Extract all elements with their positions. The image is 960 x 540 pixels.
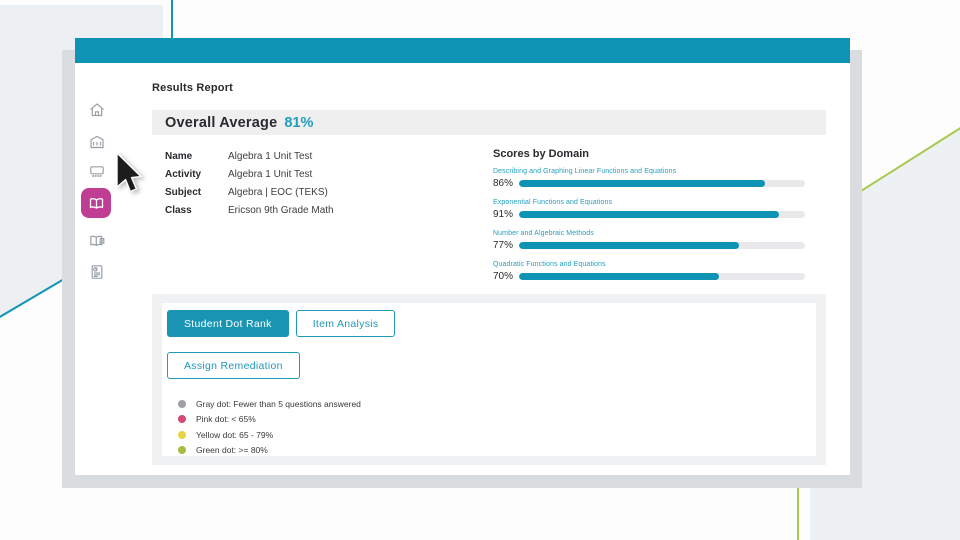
- button-row: Assign Remediation: [167, 352, 816, 379]
- domain-item: Exponential Functions and Equations 91%: [493, 199, 805, 220]
- overall-average-label: Overall Average: [165, 114, 278, 131]
- domain-bar-row: 77%: [493, 240, 805, 251]
- legend-dot-icon: [178, 399, 186, 408]
- actions-panel-inner: Student Dot Rank Item Analysis Assign Reme…: [162, 303, 816, 456]
- sidebar-item-reports[interactable]: [88, 263, 106, 281]
- domain-percent: 77%: [493, 240, 514, 251]
- domain-bar-track: [519, 180, 805, 187]
- legend-dot-icon: [178, 430, 186, 439]
- home-icon: [90, 103, 104, 117]
- domain-bar-fill: [519, 180, 765, 187]
- detail-value: Algebra | EOC (TEKS): [228, 186, 328, 198]
- domain-bar-track: [519, 242, 805, 249]
- detail-row: Activity Algebra 1 Unit Test: [165, 165, 334, 183]
- domain-percent: 70%: [493, 271, 514, 282]
- classroom-board-icon: [90, 166, 104, 177]
- detail-label: Class: [165, 204, 192, 216]
- domain-bar-row: 70%: [493, 271, 805, 282]
- domain-label: Exponential Functions and Equations: [493, 199, 613, 206]
- domain-percent: 86%: [493, 178, 514, 189]
- domain-item: Quadratic Functions and Equations 70%: [493, 261, 805, 282]
- domain-label: Describing and Graphing Linear Functions…: [493, 168, 677, 175]
- open-book-icon: [89, 197, 103, 209]
- legend-item-label: Gray dot: Fewer than 5 questions answere…: [196, 398, 361, 409]
- assign-remediation-button[interactable]: Assign Remediation: [167, 352, 300, 379]
- domain-label: Quadratic Functions and Equations: [493, 261, 606, 268]
- actions-panel: Student Dot Rank Item Analysis Assign Reme…: [152, 294, 826, 465]
- detail-row: Subject Algebra | EOC (TEKS): [165, 183, 334, 201]
- school-building-icon: [90, 135, 104, 149]
- results-report-window: Results Report Overall Average 81% Name A…: [75, 38, 850, 475]
- student-dot-rank-button[interactable]: Student Dot Rank: [167, 310, 289, 337]
- action-buttons: Student Dot Rank Item Analysis Assign Reme…: [167, 310, 816, 379]
- scores-by-domain-title: Scores by Domain: [493, 148, 589, 160]
- legend-item: Green dot: >= 80%: [178, 443, 816, 459]
- legend-dot-icon: [178, 415, 186, 424]
- test-details: Name Algebra 1 Unit Test Activity Algebra 1…: [165, 147, 334, 219]
- sidebar-nav: [75, 63, 121, 475]
- detail-row: Class Ericson 9th Grade Math: [165, 201, 334, 219]
- overall-average-band: Overall Average 81%: [152, 110, 826, 135]
- domain-list: Describing and Graphing Linear Functions…: [493, 168, 805, 282]
- domain-item: Describing and Graphing Linear Functions…: [493, 168, 805, 189]
- detail-label: Name: [165, 150, 193, 162]
- domain-item: Number and Algebraic Methods 77%: [493, 230, 805, 251]
- domain-bar-fill: [519, 273, 720, 280]
- detail-value: Algebra 1 Unit Test: [228, 168, 313, 180]
- window-header-bar: [75, 38, 850, 63]
- scores-by-domain: Scores by Domain Describing and Graphing…: [493, 148, 805, 292]
- domain-bar-fill: [519, 211, 780, 218]
- domain-label: Number and Algebraic Methods: [493, 230, 594, 237]
- sidebar-item-school[interactable]: [88, 133, 106, 151]
- domain-bar-track: [519, 211, 805, 218]
- domain-bar-row: 91%: [493, 209, 805, 220]
- legend-dot-icon: [178, 446, 186, 455]
- detail-label: Activity: [165, 168, 202, 180]
- sidebar-item-reader-active[interactable]: [81, 188, 111, 218]
- legend-item: Yellow dot: 65 - 79%: [178, 427, 816, 443]
- legend-item: Gray dot: Fewer than 5 questions answere…: [178, 396, 816, 412]
- button-row: Student Dot Rank Item Analysis: [167, 310, 816, 337]
- legend-item-label: Green dot: >= 80%: [196, 445, 268, 456]
- domain-percent: 91%: [493, 209, 514, 220]
- report-document-icon: [91, 265, 103, 279]
- detail-row: Name Algebra 1 Unit Test: [165, 147, 334, 165]
- page-title: Results Report: [152, 82, 234, 94]
- legend-item: Pink dot: < 65%: [178, 412, 816, 428]
- overall-average-value: 81%: [284, 114, 314, 131]
- sidebar-item-units[interactable]: [88, 232, 106, 250]
- domain-bar-row: 86%: [493, 178, 805, 189]
- domain-bar-fill: [519, 242, 740, 249]
- detail-label: Subject: [165, 186, 202, 198]
- detail-value: Ericson 9th Grade Math: [228, 204, 334, 216]
- item-analysis-button[interactable]: Item Analysis: [295, 310, 396, 337]
- book-chapter-icon: [90, 235, 105, 247]
- domain-bar-track: [519, 273, 805, 280]
- legend-item-label: Yellow dot: 65 - 79%: [196, 429, 274, 440]
- sidebar-item-classroom[interactable]: [88, 163, 106, 181]
- legend-item-label: Pink dot: < 65%: [196, 414, 256, 425]
- dot-rank-legend: Gray dot: Fewer than 5 questions answere…: [178, 396, 816, 458]
- detail-value: Algebra 1 Unit Test: [228, 150, 313, 162]
- sidebar-item-home[interactable]: [88, 101, 106, 119]
